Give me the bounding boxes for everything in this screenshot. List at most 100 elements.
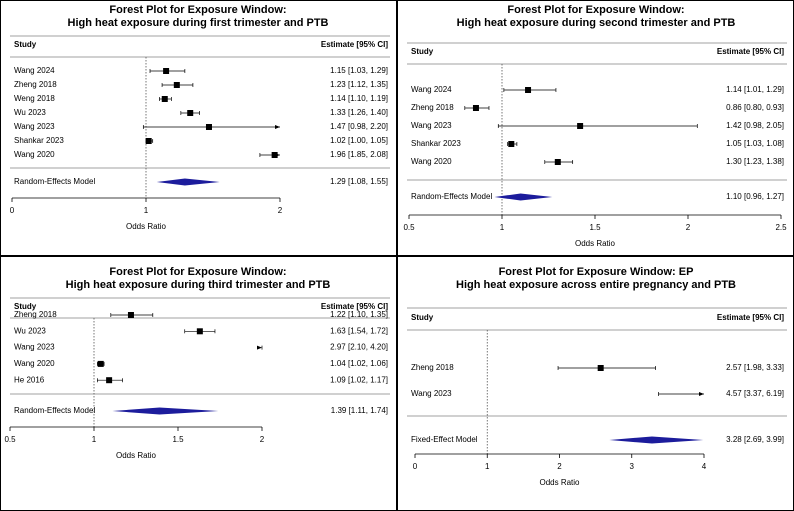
x-tick-label: 2	[557, 462, 562, 471]
estimate-label: 1.96 [1.85, 2.08]	[330, 150, 388, 159]
panel-title: Forest Plot for Exposure Window:	[507, 4, 684, 16]
study-header: Study	[411, 313, 434, 322]
estimate-point	[187, 110, 194, 116]
pooled-estimate-label: 3.28 [2.69, 3.99]	[726, 435, 784, 444]
x-tick-label: 0.5	[403, 223, 415, 232]
panel-title: Forest Plot for Exposure Window:	[109, 266, 286, 278]
study-label: Wang 2024	[411, 85, 452, 94]
estimate-label: 2.97 [2.10, 4.20]	[330, 343, 388, 352]
estimate-point	[472, 105, 479, 111]
study-label: Zheng 2018	[14, 310, 57, 319]
pooled-diamond	[494, 193, 553, 201]
estimate-point	[97, 360, 104, 367]
panel-subtitle: High heat exposure during third trimeste…	[66, 279, 331, 291]
panel-subtitle: High heat exposure during second trimest…	[457, 17, 736, 29]
estimate-point	[145, 138, 152, 144]
estimate-point	[127, 312, 134, 318]
x-tick-label: 2	[278, 206, 283, 215]
study-label: Wang 2020	[14, 150, 55, 159]
pooled-label: Random-Effects Model	[14, 406, 95, 415]
ci-arrow	[699, 392, 704, 396]
estimate-header: Estimate [95% CI]	[717, 47, 784, 56]
x-tick-label: 1	[485, 462, 490, 471]
pooled-diamond	[609, 436, 704, 444]
x-tick-label: 3	[630, 462, 635, 471]
x-tick-label: 2	[686, 223, 691, 232]
estimate-point	[508, 141, 515, 147]
estimate-point	[196, 328, 203, 335]
estimate-label: 1.33 [1.26, 1.40]	[330, 108, 388, 117]
x-axis-label: Odds Ratio	[575, 239, 616, 248]
x-tick-label: 1	[500, 223, 505, 232]
pooled-estimate-label: 1.29 [1.08, 1.55]	[330, 177, 388, 186]
panel-subtitle: High heat exposure across entire pregnan…	[456, 279, 736, 291]
ci-arrow	[275, 125, 280, 129]
study-label: Zheng 2018	[14, 80, 57, 89]
estimate-label: 1.02 [1.00, 1.05]	[330, 136, 388, 145]
pooled-label: Random-Effects Model	[14, 177, 95, 186]
panel-subtitle: High heat exposure during first trimeste…	[68, 17, 329, 29]
study-label: Wang 2023	[14, 122, 55, 131]
x-tick-label: 1.5	[589, 223, 601, 232]
estimate-point	[161, 96, 168, 102]
pooled-label: Fixed-Effect Model	[411, 435, 478, 444]
estimate-label: 4.57 [3.37, 6.19]	[726, 389, 784, 398]
study-label: Wu 2023	[14, 326, 46, 335]
pooled-diamond	[112, 407, 219, 415]
study-label: Wang 2024	[14, 66, 55, 75]
estimate-point	[577, 123, 584, 129]
estimate-point	[173, 82, 180, 88]
study-label: Zheng 2018	[411, 363, 454, 372]
estimate-label: 1.30 [1.23, 1.38]	[726, 157, 784, 166]
study-label: Wang 2023	[411, 389, 452, 398]
estimate-label: 1.22 [1.10, 1.35]	[330, 310, 388, 319]
estimate-label: 1.05 [1.03, 1.08]	[726, 139, 784, 148]
study-label: Weng 2018	[14, 94, 55, 103]
study-header: Study	[411, 47, 434, 56]
ci-arrow	[257, 345, 262, 350]
estimate-point	[271, 152, 278, 158]
estimate-point	[554, 159, 561, 165]
panel-title: Forest Plot for Exposure Window: EP	[499, 266, 694, 278]
estimate-point	[205, 124, 212, 130]
study-label: Wu 2023	[14, 108, 46, 117]
estimate-point	[597, 365, 604, 371]
estimate-label: 1.63 [1.54, 1.72]	[330, 326, 388, 335]
x-axis-label: Odds Ratio	[539, 478, 580, 487]
study-header: Study	[14, 302, 37, 311]
estimate-label: 1.42 [0.98, 2.05]	[726, 121, 784, 130]
estimate-label: 1.14 [1.10, 1.19]	[330, 94, 388, 103]
estimate-label: 0.86 [0.80, 0.93]	[726, 103, 784, 112]
study-label: Wang 2023	[411, 121, 452, 130]
x-tick-label: 1	[92, 435, 97, 444]
estimate-label: 1.23 [1.12, 1.35]	[330, 80, 388, 89]
x-tick-label: 1	[144, 206, 149, 215]
x-axis-label: Odds Ratio	[126, 222, 167, 231]
estimate-label: 1.47 [0.98, 2.20]	[330, 122, 388, 131]
panel-border	[0, 0, 397, 256]
estimate-header: Estimate [95% CI]	[321, 302, 388, 311]
panel-title: Forest Plot for Exposure Window:	[109, 4, 286, 16]
estimate-label: 1.09 [1.02, 1.17]	[330, 375, 388, 384]
study-label: Shankar 2023	[411, 139, 461, 148]
estimate-label: 2.57 [1.98, 3.33]	[726, 363, 784, 372]
x-tick-label: 0	[413, 462, 418, 471]
study-label: Wang 2023	[14, 343, 55, 352]
estimate-label: 1.14 [1.01, 1.29]	[726, 85, 784, 94]
x-axis-label: Odds Ratio	[116, 451, 157, 460]
x-tick-label: 0.5	[4, 435, 16, 444]
estimate-header: Estimate [95% CI]	[717, 313, 784, 322]
x-tick-label: 2.5	[775, 223, 787, 232]
estimate-point	[525, 87, 532, 93]
pooled-label: Random-Effects Model	[411, 192, 492, 201]
study-label: Wang 2020	[14, 359, 55, 368]
estimate-point	[106, 377, 113, 384]
study-label: Zheng 2018	[411, 103, 454, 112]
pooled-diamond	[156, 178, 220, 186]
x-tick-label: 1.5	[172, 435, 184, 444]
x-tick-label: 0	[10, 206, 15, 215]
pooled-estimate-label: 1.10 [0.96, 1.27]	[726, 192, 784, 201]
study-header: Study	[14, 40, 37, 49]
estimate-label: 1.15 [1.03, 1.29]	[330, 66, 388, 75]
